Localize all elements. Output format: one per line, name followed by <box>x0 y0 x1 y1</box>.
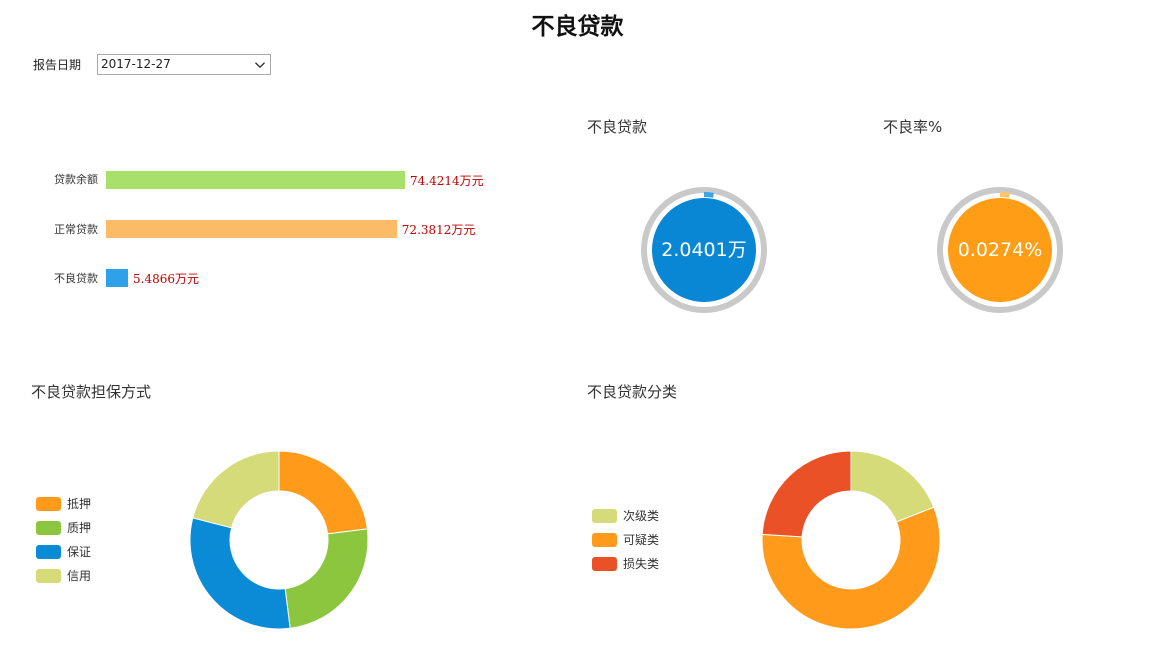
legend-swatch <box>592 533 617 547</box>
legend-label: 损失类 <box>623 557 660 571</box>
gauge-bad-rate <box>937 187 1063 313</box>
guarantee-slice-1[interactable] <box>278 450 368 535</box>
legend-label: 抵押 <box>67 497 92 511</box>
gauge-title-bad-loan: 不良贷款 <box>587 118 648 136</box>
report-date-value: 2017-12-27 <box>101 57 171 71</box>
legend-swatch <box>592 509 617 523</box>
guarantee-chart-title: 不良贷款担保方式 <box>31 383 152 401</box>
legend-swatch <box>36 569 61 583</box>
legend-swatch <box>592 557 617 571</box>
classification-slice-1[interactable] <box>850 450 935 523</box>
legend-label: 信用 <box>67 569 92 583</box>
legend-label: 保证 <box>67 545 92 559</box>
report-date-label: 报告日期 <box>33 58 82 72</box>
page-title: 不良贷款 <box>531 14 624 40</box>
chevron-down-icon <box>255 62 265 69</box>
bar-normal-loan <box>106 220 397 238</box>
gauge-value: 2.0401万 <box>661 239 747 261</box>
bar-value: 74.4214万元 <box>410 174 484 188</box>
report-date-select[interactable]: 2017-12-27 <box>97 54 271 75</box>
classification-slice-2[interactable] <box>761 506 941 630</box>
legend-swatch <box>36 521 61 535</box>
gauge-arc <box>999 192 1010 198</box>
legend-label: 质押 <box>67 521 92 535</box>
legend-label: 次级类 <box>623 509 660 523</box>
legend-swatch <box>36 545 61 559</box>
guarantee-slice-3[interactable] <box>189 517 291 630</box>
gauge-ring <box>641 187 767 313</box>
gauge-arc <box>703 192 714 198</box>
bar-value: 72.3812万元 <box>401 223 476 237</box>
guarantee-slice-4[interactable] <box>192 450 280 529</box>
bar-bad-loan <box>106 269 129 287</box>
bar-value: 5.4866万元 <box>133 272 200 286</box>
legend-swatch <box>36 497 61 511</box>
bar-label: 贷款余额 <box>54 173 98 186</box>
classification-chart-title: 不良贷款分类 <box>587 383 678 401</box>
gauge-fill <box>948 198 1052 302</box>
classification-slice-3[interactable] <box>761 450 852 538</box>
guarantee-slice-2[interactable] <box>284 528 369 629</box>
gauge-fill <box>652 198 756 302</box>
gauge-value: 0.0274% <box>957 239 1043 261</box>
legend-label: 可疑类 <box>623 533 660 547</box>
guarantee-donut-chart <box>189 450 369 630</box>
gauge-title-bad-rate: 不良率% <box>883 118 943 136</box>
gauge-bad-loan <box>641 187 767 313</box>
bar-label: 正常贷款 <box>54 223 98 236</box>
classification-donut-chart <box>761 450 941 630</box>
bar-label: 不良贷款 <box>54 272 98 285</box>
bar-loan-balance <box>106 171 405 189</box>
gauge-ring <box>937 187 1063 313</box>
